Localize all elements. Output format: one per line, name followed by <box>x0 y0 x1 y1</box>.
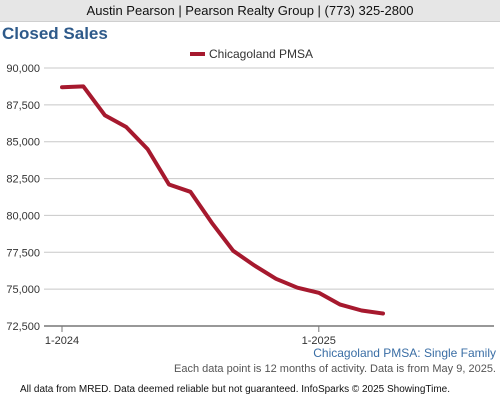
y-tick-label: 90,000 <box>6 63 40 75</box>
series-line <box>60 84 385 316</box>
y-tick-label: 82,500 <box>6 174 40 186</box>
y-axis-ticks: 72,500 75,000 77,500 80,000 82,500 85,000 87,5… <box>6 63 40 333</box>
y-tick-label: 72,500 <box>6 321 40 333</box>
legend: Chicagoland PMSA <box>190 47 313 61</box>
y-tick-label: 80,000 <box>6 210 40 222</box>
x-tick-label: 1-2024 <box>45 335 79 347</box>
y-tick-label: 77,500 <box>6 247 40 259</box>
y-tick-label: 87,500 <box>6 100 40 112</box>
y-tick-label: 75,000 <box>6 284 40 296</box>
x-axis-ticks: 1-2024 1-2025 <box>45 326 336 347</box>
chart-title: Closed Sales <box>2 24 108 43</box>
chart-subtitle: Chicagoland PMSA: Single Family <box>313 346 496 360</box>
data-note: Each data point is 12 months of activity… <box>173 363 496 375</box>
x-tick-label: 1-2025 <box>302 335 336 347</box>
disclaimer: All data from MRED. Data deemed reliable… <box>20 384 451 395</box>
series-lines <box>60 84 385 316</box>
agent-header: Austin Pearson | Pearson Realty Group | … <box>0 0 500 22</box>
grid-lines <box>44 67 494 290</box>
legend-label: Chicagoland PMSA <box>209 47 313 61</box>
y-tick-label: 85,000 <box>6 137 40 149</box>
